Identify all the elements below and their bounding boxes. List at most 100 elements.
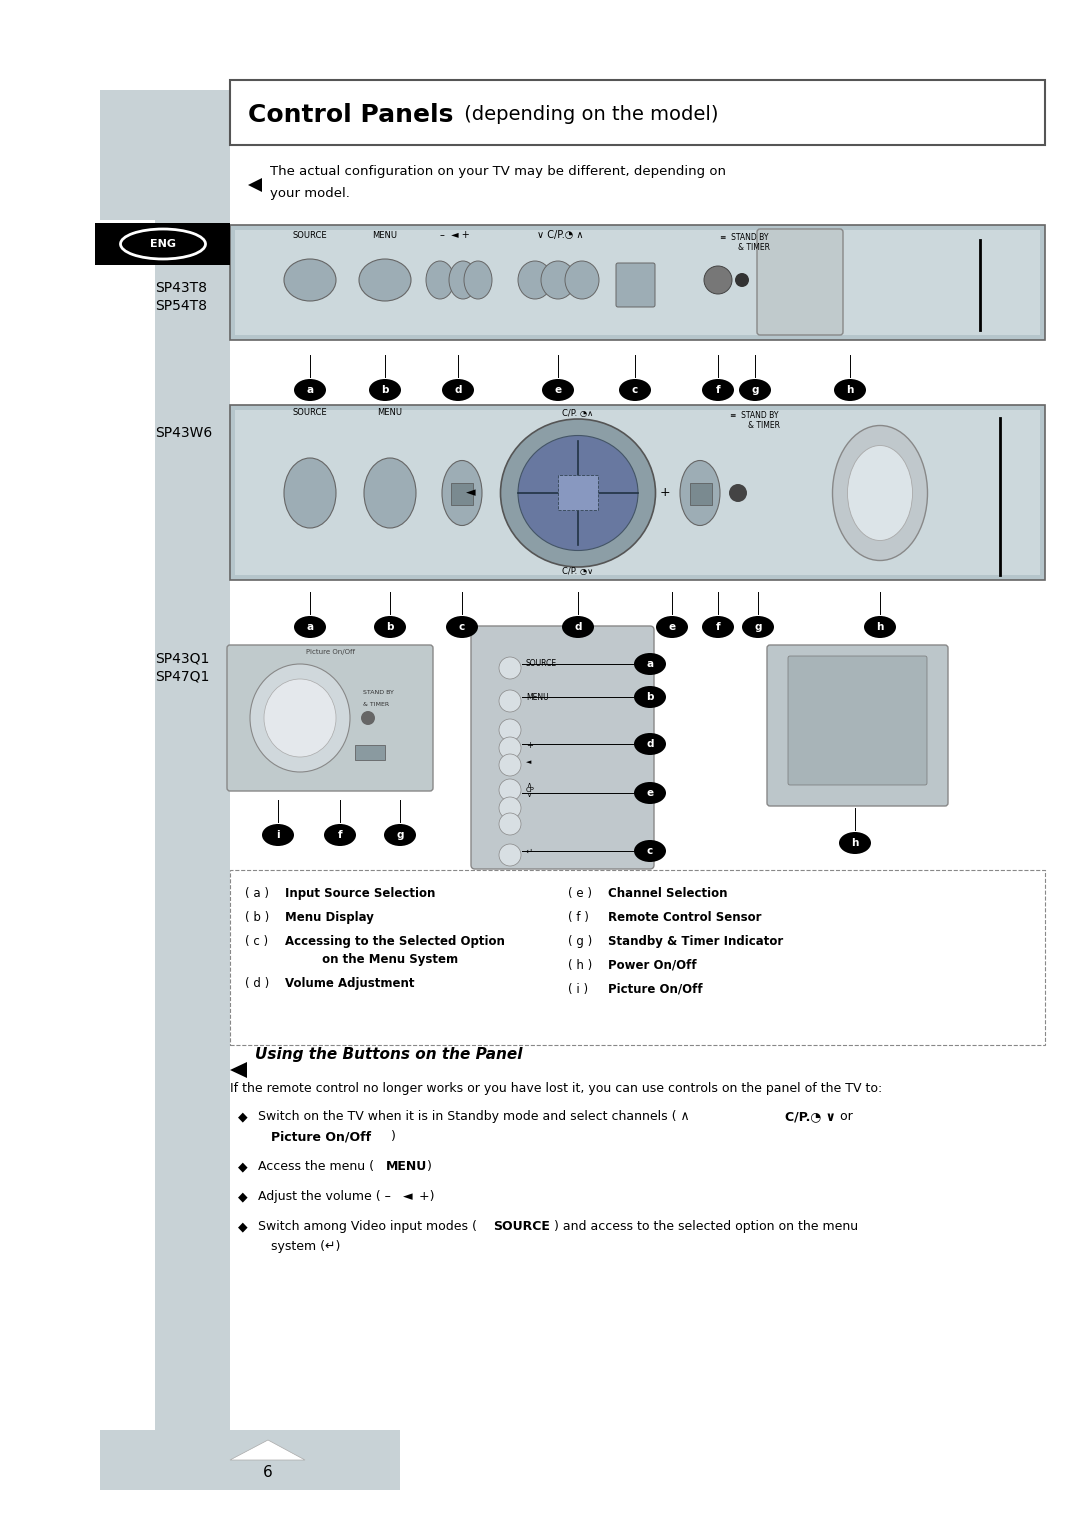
Text: Picture On/Off: Picture On/Off — [271, 1131, 372, 1143]
Text: h: h — [851, 837, 859, 848]
Text: & TIMER: & TIMER — [363, 701, 389, 707]
Text: c: c — [632, 385, 638, 396]
Text: Standby & Timer Indicator: Standby & Timer Indicator — [608, 935, 783, 947]
Polygon shape — [248, 177, 262, 193]
Ellipse shape — [619, 379, 651, 400]
Text: e: e — [554, 385, 562, 396]
Text: your model.: your model. — [270, 186, 350, 200]
Text: or: or — [836, 1109, 853, 1123]
Text: Adjust the volume ( –: Adjust the volume ( – — [258, 1190, 399, 1203]
Ellipse shape — [634, 782, 666, 804]
Text: ( i ): ( i ) — [568, 983, 589, 996]
Text: f: f — [716, 622, 720, 633]
Text: d: d — [455, 385, 462, 396]
Text: MENU: MENU — [526, 692, 549, 701]
Text: Using the Buttons on the Panel: Using the Buttons on the Panel — [255, 1047, 523, 1062]
FancyBboxPatch shape — [616, 263, 654, 307]
Ellipse shape — [834, 379, 866, 400]
Text: SP43W6: SP43W6 — [156, 426, 213, 440]
Ellipse shape — [500, 419, 656, 567]
Ellipse shape — [384, 824, 416, 847]
Ellipse shape — [680, 460, 720, 526]
Text: ENG: ENG — [150, 238, 176, 249]
Text: Accessing to the Selected Option: Accessing to the Selected Option — [285, 935, 504, 947]
Bar — [100, 90, 230, 220]
Ellipse shape — [249, 665, 350, 772]
Text: ∨ C/P.◔ ∧: ∨ C/P.◔ ∧ — [537, 231, 583, 240]
Text: Channel Selection: Channel Selection — [608, 886, 728, 900]
Text: & TIMER: & TIMER — [748, 422, 780, 429]
Text: a: a — [647, 659, 653, 669]
Text: ) and access to the selected option on the menu: ) and access to the selected option on t… — [550, 1219, 859, 1233]
FancyBboxPatch shape — [767, 645, 948, 805]
Text: on the Menu System: on the Menu System — [285, 953, 458, 966]
Text: Picture On/Off: Picture On/Off — [306, 649, 354, 656]
Text: ◄: ◄ — [403, 1190, 413, 1203]
Text: SP47Q1: SP47Q1 — [156, 669, 210, 683]
Bar — [355, 746, 384, 759]
Ellipse shape — [446, 616, 478, 639]
Ellipse shape — [264, 678, 336, 756]
Ellipse shape — [541, 261, 575, 299]
Text: Switch on the TV when it is in Standby mode and select channels ( ∧: Switch on the TV when it is in Standby m… — [258, 1109, 693, 1123]
Text: C/P.◔ ∨: C/P.◔ ∨ — [785, 1109, 836, 1123]
Text: 6: 6 — [264, 1465, 273, 1481]
Bar — [558, 475, 598, 510]
Ellipse shape — [369, 379, 401, 400]
Circle shape — [499, 813, 521, 834]
Text: h: h — [876, 622, 883, 633]
Ellipse shape — [634, 840, 666, 862]
Text: Remote Control Sensor: Remote Control Sensor — [608, 911, 761, 924]
Text: MENU: MENU — [386, 1160, 428, 1174]
Text: ◆: ◆ — [238, 1219, 247, 1233]
Bar — [230, 869, 1045, 1045]
Bar — [235, 231, 1040, 335]
Text: SOURCE: SOURCE — [293, 231, 327, 240]
Text: f: f — [716, 385, 720, 396]
Ellipse shape — [442, 460, 482, 526]
Text: b: b — [387, 622, 394, 633]
Text: ): ) — [423, 1160, 432, 1174]
Bar — [230, 405, 1045, 581]
Text: g: g — [396, 830, 404, 840]
Ellipse shape — [562, 616, 594, 639]
Ellipse shape — [518, 435, 638, 550]
Text: ◆: ◆ — [238, 1160, 247, 1174]
Text: Input Source Selection: Input Source Selection — [285, 886, 435, 900]
Text: ≡  STAND BY: ≡ STAND BY — [730, 411, 779, 420]
Text: c: c — [459, 622, 465, 633]
Text: d: d — [575, 622, 582, 633]
Text: e: e — [647, 788, 653, 798]
Text: ( a ): ( a ) — [245, 886, 269, 900]
Text: ∧
CP
∨: ∧ CP ∨ — [526, 782, 535, 798]
Ellipse shape — [833, 425, 928, 561]
Circle shape — [499, 753, 521, 776]
Circle shape — [735, 274, 750, 287]
Text: SOURCE: SOURCE — [492, 1219, 550, 1233]
Ellipse shape — [656, 616, 688, 639]
Ellipse shape — [742, 616, 774, 639]
Text: +: + — [526, 741, 532, 750]
Text: ( b ): ( b ) — [245, 911, 269, 924]
Ellipse shape — [294, 616, 326, 639]
Circle shape — [499, 779, 521, 801]
Circle shape — [361, 711, 375, 724]
Circle shape — [499, 798, 521, 819]
Text: ): ) — [391, 1131, 396, 1143]
Text: Picture On/Off: Picture On/Off — [608, 983, 703, 996]
Text: ◄: ◄ — [526, 759, 531, 766]
Text: f: f — [338, 830, 342, 840]
Text: Menu Display: Menu Display — [285, 911, 374, 924]
Text: ( d ): ( d ) — [245, 976, 269, 990]
Text: b: b — [646, 692, 653, 701]
Text: g: g — [754, 622, 761, 633]
Text: e: e — [669, 622, 676, 633]
Text: g: g — [752, 385, 759, 396]
Bar — [690, 483, 712, 504]
Bar — [100, 1430, 400, 1490]
Text: SP54T8: SP54T8 — [156, 299, 207, 313]
Ellipse shape — [634, 686, 666, 707]
Ellipse shape — [449, 261, 477, 299]
Ellipse shape — [839, 833, 870, 854]
Text: ( h ): ( h ) — [568, 960, 592, 972]
